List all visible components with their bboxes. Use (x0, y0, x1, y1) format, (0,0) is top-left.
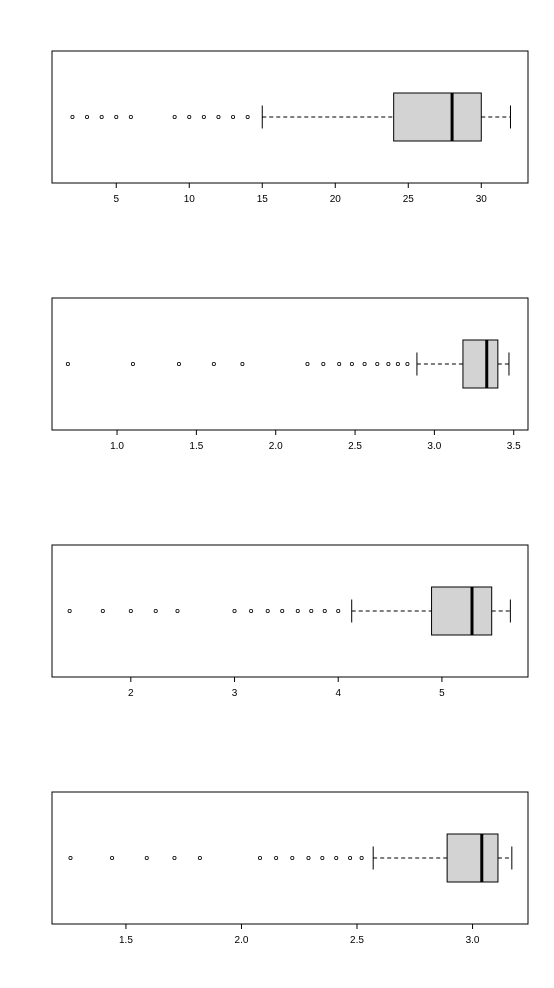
outlier-point (309, 609, 314, 614)
outlier-point (386, 361, 391, 366)
boxplot-panel-1: 5 10 15 20 25 30 (51, 50, 529, 205)
outlier-point (175, 609, 180, 614)
x-tick-label: 20 (330, 194, 342, 205)
x-tick-label: 1.0 (110, 441, 124, 452)
outlier-point (334, 856, 339, 861)
outlier-point (320, 856, 325, 861)
outlier-point (336, 609, 341, 614)
outlier-point (128, 609, 133, 614)
outlier-point (375, 361, 380, 366)
x-tick-label: 10 (184, 194, 196, 205)
outlier-point (265, 609, 270, 614)
outlier-point (216, 115, 221, 120)
outlier-point (405, 361, 410, 366)
outlier-point (295, 609, 300, 614)
iqr-box (446, 833, 499, 883)
outlier-point (130, 361, 135, 366)
outlier-point (85, 115, 90, 120)
plot-frame (51, 50, 529, 184)
outlier-point (359, 856, 364, 861)
x-tick-label: 2.5 (350, 935, 364, 946)
outlier-point (306, 856, 311, 861)
outlier-point (321, 361, 326, 366)
x-tick-label: 5 (439, 688, 445, 699)
outlier-point (240, 361, 245, 366)
outlier-point (274, 856, 279, 861)
outlier-point (114, 115, 119, 120)
outlier-point (172, 115, 177, 120)
plot-frame (51, 544, 529, 678)
boxplot-panel-4: 1.5 2.0 2.5 3.0 (51, 791, 529, 946)
x-tick-label: 2.5 (348, 441, 362, 452)
iqr-box (393, 92, 482, 142)
plot-frame (51, 297, 529, 431)
outlier-point (100, 609, 105, 614)
outlier-point (128, 115, 133, 120)
iqr-box (462, 339, 499, 389)
x-tick-label: 2.0 (235, 935, 249, 946)
outlier-point (176, 361, 181, 366)
outlier-point (172, 856, 177, 861)
outlier-point (67, 609, 72, 614)
boxplot-panel-2: 1.0 1.5 2.0 2.5 3.0 3.5 (51, 297, 529, 452)
outlier-point (99, 115, 104, 120)
outlier-point (249, 609, 254, 614)
outlier-point (70, 115, 75, 120)
x-tick-label: 15 (257, 194, 269, 205)
outlier-point (144, 856, 149, 861)
x-tick-label: 1.5 (189, 441, 203, 452)
boxplot-panel-3: 2 3 4 5 (51, 544, 529, 699)
outlier-point (231, 115, 236, 120)
outlier-point (201, 115, 206, 120)
outlier-point (153, 609, 158, 614)
outlier-point (337, 361, 342, 366)
outlier-point (211, 361, 216, 366)
outlier-point (68, 856, 73, 861)
outlier-point (197, 856, 202, 861)
iqr-box (431, 586, 493, 636)
x-tick-label: 30 (476, 194, 488, 205)
outlier-point (348, 856, 353, 861)
x-tick-label: 3.0 (427, 441, 441, 452)
outlier-point (187, 115, 192, 120)
x-tick-label: 25 (403, 194, 415, 205)
outlier-point (290, 856, 295, 861)
outlier-point (65, 361, 70, 366)
x-tick-label: 2 (128, 688, 134, 699)
outlier-point (280, 609, 285, 614)
x-tick-label: 1.5 (119, 935, 133, 946)
outlier-point (395, 361, 400, 366)
outlier-point (232, 609, 237, 614)
x-tick-label: 3 (232, 688, 238, 699)
outlier-point (110, 856, 115, 861)
outlier-point (349, 361, 354, 366)
x-tick-label: 5 (113, 194, 119, 205)
outlier-point (322, 609, 327, 614)
x-tick-label: 2.0 (269, 441, 283, 452)
outlier-point (245, 115, 250, 120)
outlier-point (362, 361, 367, 366)
outlier-point (305, 361, 310, 366)
x-tick-label: 3.5 (507, 441, 521, 452)
x-tick-label: 4 (335, 688, 341, 699)
plot-frame (51, 791, 529, 925)
outlier-point (257, 856, 262, 861)
x-tick-label: 3.0 (466, 935, 480, 946)
